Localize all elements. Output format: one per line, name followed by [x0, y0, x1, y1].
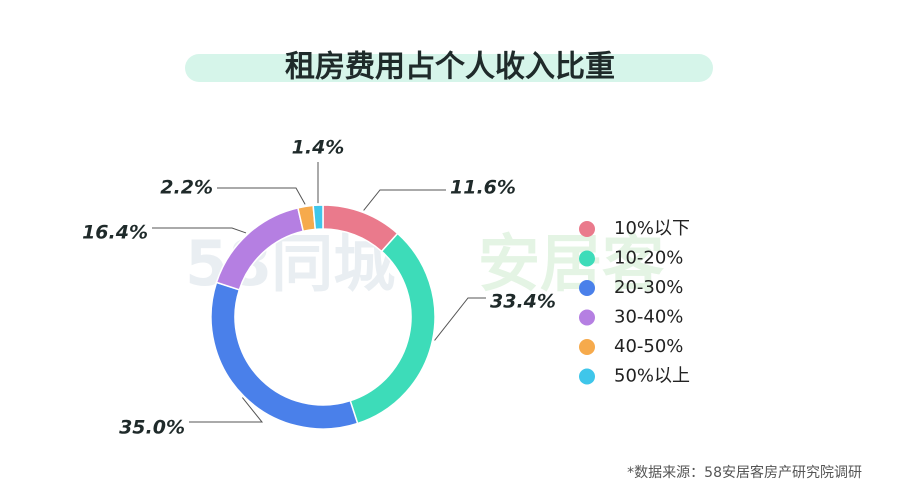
legend-marker [579, 309, 595, 326]
data-label: 2.2% [160, 177, 213, 199]
watermark: 安居客 [478, 227, 664, 300]
leader-line [434, 297, 486, 341]
legend-label: 40-50% [614, 336, 683, 357]
legend-label: 20-30% [614, 277, 683, 298]
legend-label: 10%以下 [614, 218, 690, 239]
data-label: 16.4% [82, 222, 148, 244]
leader-line [152, 227, 247, 234]
title-band [185, 54, 713, 82]
legend-label: 10-20% [614, 248, 683, 269]
leader-line [189, 397, 264, 423]
donut-slice [210, 281, 359, 430]
data-label: 1.4% [292, 137, 345, 159]
data-label: 35.0% [119, 417, 185, 439]
legend-label: 30-40% [614, 307, 683, 328]
legend-marker [579, 221, 595, 237]
source-note: *数据来源：58安居客房产研究院调研 [627, 464, 862, 481]
donut-slice [312, 204, 324, 231]
legend-marker [579, 368, 595, 385]
legend-label: 50%以上 [614, 366, 690, 387]
leader-line [363, 189, 446, 211]
leader-line [217, 187, 306, 205]
legend-marker [579, 339, 595, 355]
legend-marker [579, 250, 595, 267]
data-label: 33.4% [490, 291, 556, 313]
data-label: 11.6% [450, 177, 516, 199]
chart-title: 租房费用占个人收入比重 [285, 50, 615, 85]
legend-marker [579, 280, 595, 296]
